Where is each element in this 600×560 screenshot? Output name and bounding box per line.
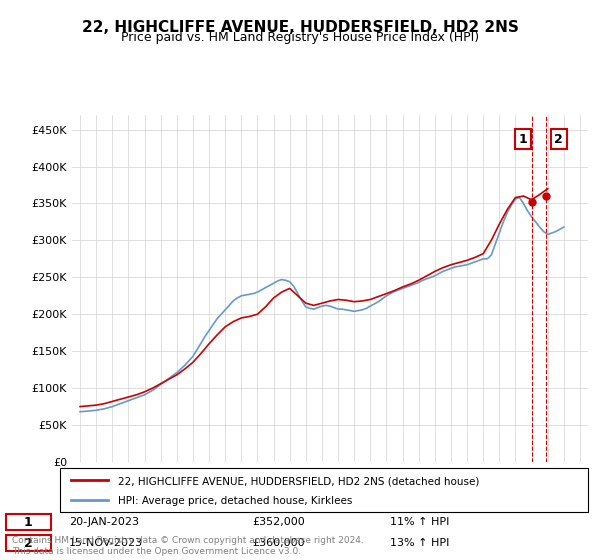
Text: 11% ↑ HPI: 11% ↑ HPI [390,517,449,527]
Text: Price paid vs. HM Land Registry's House Price Index (HPI): Price paid vs. HM Land Registry's House … [121,31,479,44]
FancyBboxPatch shape [60,468,588,512]
Text: 13% ↑ HPI: 13% ↑ HPI [390,538,449,548]
Text: HPI: Average price, detached house, Kirklees: HPI: Average price, detached house, Kirk… [118,496,352,506]
FancyBboxPatch shape [6,514,51,530]
Text: £360,000: £360,000 [252,538,305,548]
FancyBboxPatch shape [6,535,51,552]
Text: 20-JAN-2023: 20-JAN-2023 [69,517,139,527]
Text: Contains HM Land Registry data © Crown copyright and database right 2024.
This d: Contains HM Land Registry data © Crown c… [12,536,364,556]
Text: 1: 1 [24,516,32,529]
Text: 2: 2 [554,133,563,146]
Text: 2: 2 [24,536,32,549]
Text: 22, HIGHCLIFFE AVENUE, HUDDERSFIELD, HD2 2NS (detached house): 22, HIGHCLIFFE AVENUE, HUDDERSFIELD, HD2… [118,476,479,486]
Text: £352,000: £352,000 [252,517,305,527]
Text: 15-NOV-2023: 15-NOV-2023 [69,538,143,548]
Text: 22, HIGHCLIFFE AVENUE, HUDDERSFIELD, HD2 2NS: 22, HIGHCLIFFE AVENUE, HUDDERSFIELD, HD2… [82,20,518,35]
Text: 1: 1 [518,133,527,146]
